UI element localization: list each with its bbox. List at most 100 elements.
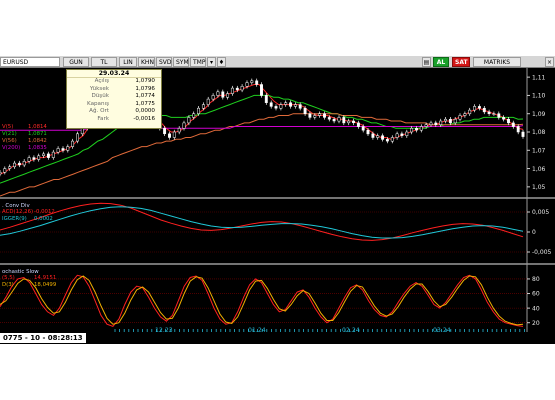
candle-body bbox=[453, 118, 457, 124]
candle-body bbox=[405, 131, 409, 136]
candle-body bbox=[274, 106, 278, 109]
candle-body bbox=[172, 131, 176, 138]
legend-value: 0,0002 bbox=[34, 216, 53, 222]
y-tick-label: 1,05 bbox=[532, 184, 546, 191]
period-button-khn[interactable]: KHN bbox=[138, 57, 155, 67]
panel-title: . Conv Div bbox=[2, 203, 30, 209]
candle-body bbox=[197, 107, 200, 114]
candle-body bbox=[507, 118, 510, 124]
candle-body bbox=[289, 102, 293, 107]
info-value-diff: -0,0016 bbox=[133, 115, 155, 122]
candle-body bbox=[250, 80, 254, 83]
legend-entry: V(5) bbox=[2, 124, 13, 130]
info-date: 29.03.24 bbox=[67, 70, 161, 78]
charting-window: EURUSD GUN TL LIN KHN SVD SYM TMP ▾ ♦ ▤ … bbox=[0, 56, 555, 344]
legend-value: 18,0499 bbox=[34, 282, 57, 288]
info-row: Kapanış 1,0775 bbox=[67, 101, 161, 109]
series-line-2-1 bbox=[0, 275, 524, 326]
candle-body bbox=[356, 122, 360, 127]
legend-entry: V(21) bbox=[2, 131, 17, 137]
sell-button[interactable]: SAT bbox=[452, 57, 470, 67]
y-tick-label: 1,07 bbox=[532, 147, 546, 154]
y-tick-label: 20 bbox=[532, 320, 540, 327]
candle-body bbox=[37, 155, 41, 160]
candle-body bbox=[385, 139, 389, 142]
candle-body bbox=[487, 111, 491, 114]
legend-entry: V(56) bbox=[2, 138, 17, 144]
y-tick-label: 1,11 bbox=[532, 74, 546, 81]
candle-body bbox=[226, 93, 230, 98]
candle-body bbox=[221, 91, 225, 98]
info-label-avg: Ağ. Ort bbox=[89, 108, 109, 115]
candle-body bbox=[163, 128, 167, 135]
info-label-low: Düşük bbox=[91, 93, 109, 100]
matrix-button[interactable]: MATRIKS bbox=[473, 57, 521, 67]
legend-entry: IGGER(9) bbox=[2, 216, 27, 222]
info-value-open: 1,0790 bbox=[135, 78, 155, 84]
info-value-high: 1,0796 bbox=[135, 85, 155, 92]
candle-body bbox=[240, 86, 244, 91]
candle-body bbox=[187, 117, 191, 124]
legend-entry: V(200) bbox=[2, 145, 20, 151]
candle-body bbox=[56, 148, 60, 153]
y-tick-label: 1,06 bbox=[532, 166, 546, 173]
legend-entry: (5,5) bbox=[2, 275, 15, 281]
candle-body bbox=[323, 113, 326, 118]
candle-body bbox=[42, 153, 46, 156]
candle-body bbox=[497, 113, 501, 118]
candle-body bbox=[192, 113, 196, 118]
legend-value: 1,0814 bbox=[28, 124, 47, 130]
info-label-close: Kapanış bbox=[87, 100, 109, 107]
candle-body bbox=[298, 104, 302, 109]
period-button-sym[interactable]: SYM bbox=[173, 57, 189, 67]
series-line-1-1 bbox=[0, 206, 524, 239]
candle-body bbox=[51, 151, 55, 158]
candle-body bbox=[182, 122, 186, 129]
candle-body bbox=[255, 80, 259, 85]
candle-body bbox=[429, 122, 433, 125]
candle-body bbox=[347, 120, 351, 124]
info-row: Yüksek 1,0796 bbox=[67, 86, 161, 94]
candle-body bbox=[410, 128, 414, 133]
candle-body bbox=[216, 91, 220, 96]
series-line-2-0 bbox=[0, 274, 524, 327]
chart-settings-icon[interactable]: ▤ bbox=[422, 57, 431, 67]
period-button-tl[interactable]: TL bbox=[91, 57, 117, 67]
candle-body bbox=[17, 162, 21, 166]
info-label-high: Yüksek bbox=[89, 85, 109, 92]
candle-body bbox=[260, 84, 263, 96]
info-value-close: 1,0775 bbox=[135, 100, 155, 107]
info-row: Açılış 1,0790 bbox=[67, 78, 161, 86]
candle-body bbox=[13, 162, 16, 168]
legend-value: 1,0835 bbox=[28, 145, 47, 151]
candle-body bbox=[293, 104, 297, 107]
legend-entry: D(3) bbox=[2, 282, 14, 288]
candle-body bbox=[264, 95, 268, 103]
candle-body bbox=[269, 102, 273, 107]
legend-value: -0,0012 bbox=[34, 209, 55, 215]
candle-body bbox=[419, 126, 423, 131]
period-button-tmp[interactable]: TMP bbox=[190, 57, 206, 67]
candle-body bbox=[448, 118, 452, 124]
y-tick-label: 60 bbox=[532, 291, 540, 298]
period-button-gun[interactable]: GUN bbox=[63, 57, 89, 67]
dropdown-arrow-icon[interactable]: ▾ bbox=[207, 57, 216, 67]
period-button-svd[interactable]: SVD bbox=[156, 57, 172, 67]
candle-body bbox=[458, 115, 462, 120]
candle-body bbox=[327, 117, 331, 120]
legend-value: 1,0842 bbox=[28, 138, 47, 144]
twitter-icon[interactable]: ♦ bbox=[217, 57, 226, 67]
chart-area[interactable]: 1,11 1,10 1,09 1,08 1,07 1,06 1,05 V(5) 1,0814 V(… bbox=[0, 68, 555, 334]
candle-body bbox=[502, 117, 506, 120]
panel-title: ochastic Slow bbox=[2, 269, 39, 275]
candle-body bbox=[473, 106, 477, 111]
period-button-lin[interactable]: LIN bbox=[119, 57, 137, 67]
buy-button[interactable]: AL bbox=[433, 57, 449, 67]
symbol-selector[interactable]: EURUSD bbox=[0, 57, 60, 67]
close-icon[interactable]: × bbox=[545, 57, 554, 67]
legend-value: 14,9151 bbox=[34, 275, 56, 281]
x-tick-label: 01.24 bbox=[248, 327, 266, 332]
chart-canvas[interactable]: 1,11 1,10 1,09 1,08 1,07 1,06 1,05 V(5) 1,0814 V(… bbox=[0, 68, 555, 334]
info-row: Ağ. Ort 0,0000 bbox=[67, 108, 161, 116]
candle-body bbox=[0, 171, 2, 175]
